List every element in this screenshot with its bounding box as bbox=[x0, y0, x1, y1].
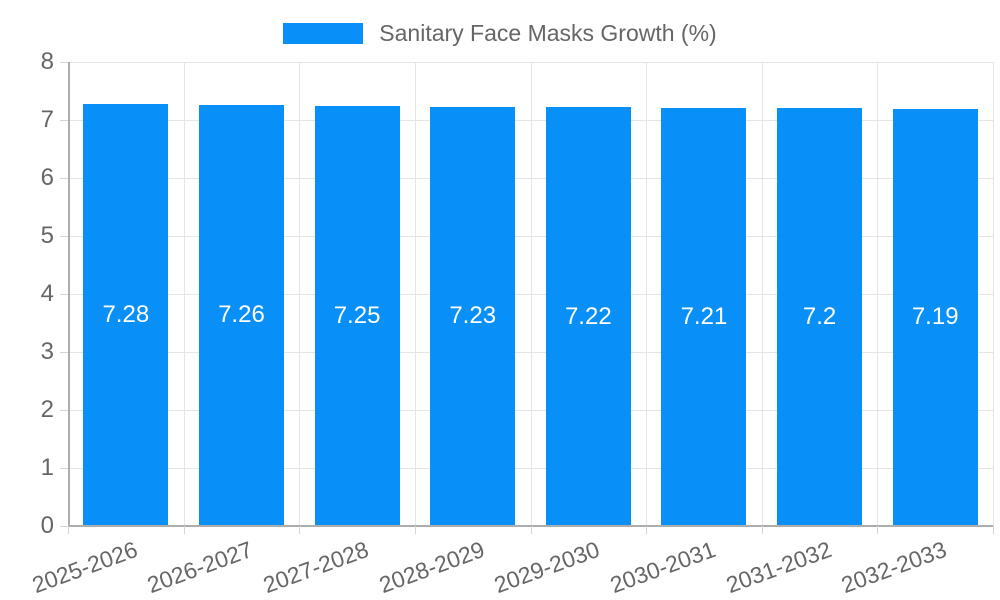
plot-area: 7.28 7.26 7.25 7.23 7.22 7.21 7.2 7.19 bbox=[68, 62, 994, 527]
y-tick-label: 7 bbox=[40, 106, 54, 133]
bar-2026-2027[interactable]: 7.26 bbox=[198, 104, 284, 526]
y-tick-mark bbox=[60, 120, 68, 121]
x-tick-label: 2026-2027 bbox=[144, 536, 257, 599]
x-tick-mark bbox=[530, 526, 532, 534]
bar-2030-2031[interactable]: 7.21 bbox=[661, 107, 747, 526]
bar-value-label: 7.25 bbox=[333, 301, 381, 329]
x-tick-mark bbox=[646, 526, 648, 534]
x-gridline bbox=[530, 62, 532, 526]
x-tick-label: 2031-2032 bbox=[722, 536, 835, 599]
x-tick-mark bbox=[299, 526, 301, 534]
bar-2031-2032[interactable]: 7.2 bbox=[777, 108, 863, 526]
bar-value-label: 7.28 bbox=[102, 300, 150, 328]
y-tick-mark bbox=[60, 62, 68, 63]
bar-value-label: 7.2 bbox=[802, 303, 837, 331]
y-tick-label: 3 bbox=[40, 338, 54, 365]
y-tick-label: 8 bbox=[40, 48, 54, 75]
y-tick-label: 4 bbox=[40, 280, 54, 307]
y-tick-label: 6 bbox=[40, 164, 54, 191]
bar-2025-2026[interactable]: 7.28 bbox=[83, 103, 169, 526]
x-tick-label: 2025-2026 bbox=[28, 536, 141, 599]
x-tick-mark bbox=[68, 526, 69, 534]
bar-value-label: 7.21 bbox=[680, 302, 728, 330]
x-tick-label: 2029-2030 bbox=[490, 536, 604, 599]
x-tick-label: 2030-2031 bbox=[606, 536, 719, 599]
y-tick-label: 2 bbox=[40, 396, 54, 423]
x-tick-label: 2028-2029 bbox=[375, 536, 488, 599]
x-tick-mark bbox=[761, 526, 763, 534]
x-tick-label: 2032-2033 bbox=[837, 536, 951, 599]
bar-value-label: 7.22 bbox=[564, 302, 612, 330]
y-tick-label: 0 bbox=[40, 512, 54, 539]
y-tick-mark bbox=[60, 526, 68, 527]
y-tick-mark bbox=[60, 236, 68, 237]
bar-value-label: 7.23 bbox=[449, 302, 497, 330]
bar-value-label: 7.19 bbox=[911, 303, 959, 331]
chart-legend[interactable]: Sanitary Face Masks Growth (%) bbox=[0, 20, 1000, 46]
x-tick-mark bbox=[183, 526, 185, 534]
bar-2027-2028[interactable]: 7.25 bbox=[314, 105, 400, 526]
y-tick-mark bbox=[60, 352, 68, 353]
x-gridline bbox=[414, 62, 416, 526]
y-tick-label: 1 bbox=[40, 454, 54, 481]
x-gridline bbox=[993, 62, 994, 526]
x-gridline bbox=[183, 62, 185, 526]
bar-2028-2029[interactable]: 7.23 bbox=[430, 106, 516, 526]
x-gridline bbox=[877, 62, 879, 526]
x-tick-mark bbox=[993, 526, 994, 534]
legend-swatch bbox=[283, 22, 364, 44]
y-tick-mark bbox=[60, 294, 68, 295]
bar-2029-2030[interactable]: 7.22 bbox=[545, 107, 631, 526]
y-tick-mark bbox=[60, 468, 68, 469]
x-gridline bbox=[646, 62, 648, 526]
x-tick-mark bbox=[877, 526, 879, 534]
bar-2032-2033[interactable]: 7.19 bbox=[892, 108, 978, 526]
y-axis-line bbox=[68, 62, 70, 526]
y-tick-mark bbox=[60, 410, 68, 411]
legend-label: Sanitary Face Masks Growth (%) bbox=[379, 20, 717, 46]
bar-value-label: 7.26 bbox=[218, 301, 265, 329]
y-tick-mark bbox=[60, 178, 68, 179]
x-gridline bbox=[761, 62, 763, 526]
x-gridline bbox=[299, 62, 301, 526]
y-tick-label: 5 bbox=[40, 222, 54, 249]
x-tick-mark bbox=[414, 526, 416, 534]
x-tick-label: 2027-2028 bbox=[259, 536, 372, 599]
